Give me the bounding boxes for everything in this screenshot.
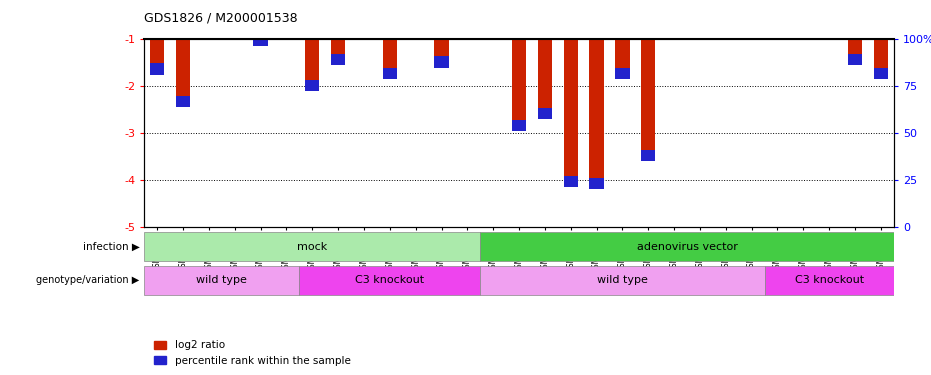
Bar (144, 266, 300, 295)
Bar (764, 266, 894, 295)
Text: infection ▶: infection ▶ (83, 242, 140, 252)
Bar (538, 108, 552, 119)
Bar (150, 63, 165, 75)
Bar (480, 266, 764, 295)
Text: genotype/variation ▶: genotype/variation ▶ (36, 275, 140, 285)
Legend: log2 ratio, percentile rank within the sample: log2 ratio, percentile rank within the s… (150, 336, 355, 370)
Bar (253, 35, 268, 46)
Bar (305, 39, 319, 91)
Bar (563, 39, 578, 187)
Bar (589, 178, 603, 189)
Bar (873, 68, 888, 79)
Bar (300, 266, 480, 295)
Bar (435, 39, 449, 68)
Bar (873, 39, 888, 79)
Bar (512, 39, 526, 131)
Bar (176, 96, 190, 107)
Bar (253, 39, 268, 46)
Bar (176, 39, 190, 107)
Bar (331, 54, 345, 65)
Bar (383, 68, 397, 79)
Bar (480, 232, 894, 261)
Text: C3 knockout: C3 knockout (356, 275, 425, 285)
Bar (538, 39, 552, 119)
Bar (150, 39, 165, 75)
Bar (589, 39, 603, 189)
Bar (305, 80, 319, 91)
Bar (615, 39, 629, 79)
Bar (848, 54, 862, 65)
Text: GDS1826 / M200001538: GDS1826 / M200001538 (144, 11, 298, 24)
Bar (615, 68, 629, 79)
Bar (435, 56, 449, 68)
Text: C3 knockout: C3 knockout (794, 275, 864, 285)
Bar (641, 150, 655, 161)
Bar (563, 176, 578, 187)
Bar (512, 120, 526, 131)
Bar (383, 39, 397, 79)
Text: wild type: wild type (597, 275, 648, 285)
Text: mock: mock (297, 242, 328, 252)
Bar (641, 39, 655, 161)
Text: adenovirus vector: adenovirus vector (637, 242, 737, 252)
Bar (331, 39, 345, 65)
Bar (848, 39, 862, 65)
Bar (144, 232, 480, 261)
Text: wild type: wild type (196, 275, 248, 285)
